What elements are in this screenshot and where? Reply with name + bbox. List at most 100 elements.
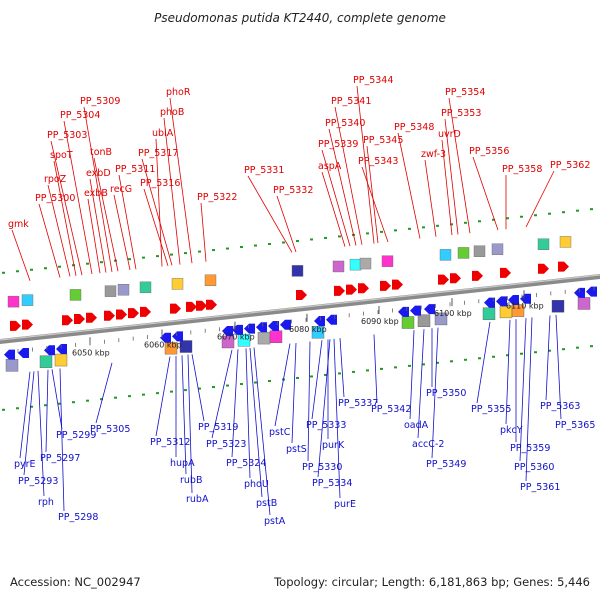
track-dot — [450, 360, 453, 363]
scale-tick-label: 6070 kbp — [217, 333, 255, 342]
label-leader-line — [424, 159, 437, 237]
label-leader-line — [291, 342, 297, 444]
track-dot — [534, 214, 537, 217]
label-leader-line — [211, 349, 233, 439]
gene-label-forward: exbB — [84, 188, 108, 199]
gene-label-reverse: PP_5365 — [555, 420, 595, 431]
reverse-gene-arrow — [496, 296, 507, 307]
forward-gene-arrow — [170, 303, 181, 314]
reverse-gene-arrow — [586, 286, 597, 297]
track-dot — [100, 261, 103, 264]
track-dot — [86, 262, 89, 265]
gene-feature-block — [257, 331, 271, 345]
forward-gene-arrow — [10, 320, 21, 331]
track-dot — [184, 389, 187, 392]
label-leader-line — [334, 106, 363, 245]
track-dot — [44, 267, 47, 270]
reverse-gene-arrow — [508, 295, 519, 306]
gene-feature-block — [5, 359, 19, 372]
gene-label-reverse: PP_5342 — [371, 404, 411, 415]
scale-tick-label: 6090 kbp — [361, 317, 399, 326]
forward-gene-arrow — [346, 284, 357, 295]
gene-label-reverse: rubB — [180, 475, 202, 486]
track-dot — [184, 252, 187, 255]
label-leader-lines — [11, 85, 562, 516]
gene-label-forward: PP_5356 — [469, 146, 509, 157]
gene-label-forward: PP_5317 — [138, 148, 178, 159]
track-dot — [16, 407, 19, 410]
reverse-gene-arrow — [44, 345, 55, 356]
gene-label-reverse: accC-2 — [412, 439, 444, 450]
gene-label-reverse: pstB — [256, 498, 277, 509]
gene-feature-block — [139, 281, 152, 294]
gene-feature-block — [204, 274, 217, 287]
label-leader-line — [361, 166, 389, 243]
track-dot — [380, 367, 383, 370]
track-dot — [142, 256, 145, 259]
gene-label-reverse: PP_5319 — [198, 422, 238, 433]
label-leader-line — [87, 198, 101, 274]
track-dot — [590, 208, 593, 211]
track-dot — [464, 221, 467, 224]
track-dot — [86, 399, 89, 402]
track-dot — [366, 369, 369, 372]
track-dot — [338, 235, 341, 238]
track-dot — [72, 401, 75, 404]
label-leader-line — [113, 194, 131, 271]
track-dot — [548, 349, 551, 352]
gene-feature-block — [381, 255, 394, 267]
label-leader-line — [169, 97, 193, 264]
gene-label-reverse: PP_5299 — [56, 430, 96, 441]
forward-gene-arrow — [206, 299, 217, 310]
gene-label-reverse: pyrE — [14, 459, 36, 470]
gene-label-reverse: PP_5330 — [302, 462, 342, 473]
forward-gene-arrow — [380, 280, 391, 291]
track-dot — [254, 244, 257, 247]
gene-feature-block — [482, 307, 496, 320]
track-dot — [436, 361, 439, 364]
accession-text: Accession: NC_002947 — [10, 575, 141, 589]
gene-feature-block — [69, 289, 82, 301]
gene-label-reverse: rph — [38, 497, 54, 508]
gene-label-reverse: PP_5337 — [338, 398, 378, 409]
gene-label-reverse: PP_5312 — [150, 437, 190, 448]
forward-gene-arrow — [116, 309, 127, 320]
label-leader-line — [163, 117, 181, 265]
track-dot — [128, 395, 131, 398]
track-dot — [534, 351, 537, 354]
track-dot — [58, 265, 61, 268]
forward-gene-arrow — [538, 263, 549, 274]
track-dot — [170, 253, 173, 256]
label-leader-line — [155, 356, 171, 437]
forward-gene-arrow — [438, 274, 449, 285]
gene-feature-block — [537, 238, 550, 250]
track-dot — [380, 230, 383, 233]
track-dot — [44, 404, 47, 407]
track-dot — [30, 405, 33, 408]
track-dot — [296, 239, 299, 242]
track-dot — [408, 364, 411, 367]
label-leader-line — [366, 145, 379, 244]
track-dot — [422, 363, 425, 366]
label-leader-line — [143, 188, 169, 266]
gene-feature-block — [104, 285, 117, 297]
gene-label-forward: PP_5311 — [115, 164, 155, 175]
gene-label-forward: PP_5309 — [80, 96, 120, 107]
gene-feature-block — [54, 353, 68, 367]
label-leader-line — [441, 139, 453, 236]
track-dot — [198, 250, 201, 253]
forward-strand-labels: gmk PP_5300 rpoZ spoT PP_5303 PP_5304 PP_5309e… — [8, 75, 590, 230]
gene-label-reverse: purE — [334, 499, 356, 510]
track-dot — [408, 227, 411, 230]
gene-label-reverse: PP_5305 — [90, 424, 130, 435]
gene-label-forward: PP_5303 — [47, 130, 87, 141]
reverse-gene-arrow — [424, 304, 435, 315]
label-leader-line — [417, 329, 425, 439]
track-dot — [156, 255, 159, 258]
gene-label-forward: PP_5341 — [331, 96, 371, 107]
gene-label-reverse: pstC — [269, 427, 291, 438]
label-leader-line — [276, 195, 297, 253]
label-leader-line — [317, 339, 331, 478]
gene-label-forward: phoB — [160, 107, 184, 118]
track-dot — [492, 355, 495, 358]
